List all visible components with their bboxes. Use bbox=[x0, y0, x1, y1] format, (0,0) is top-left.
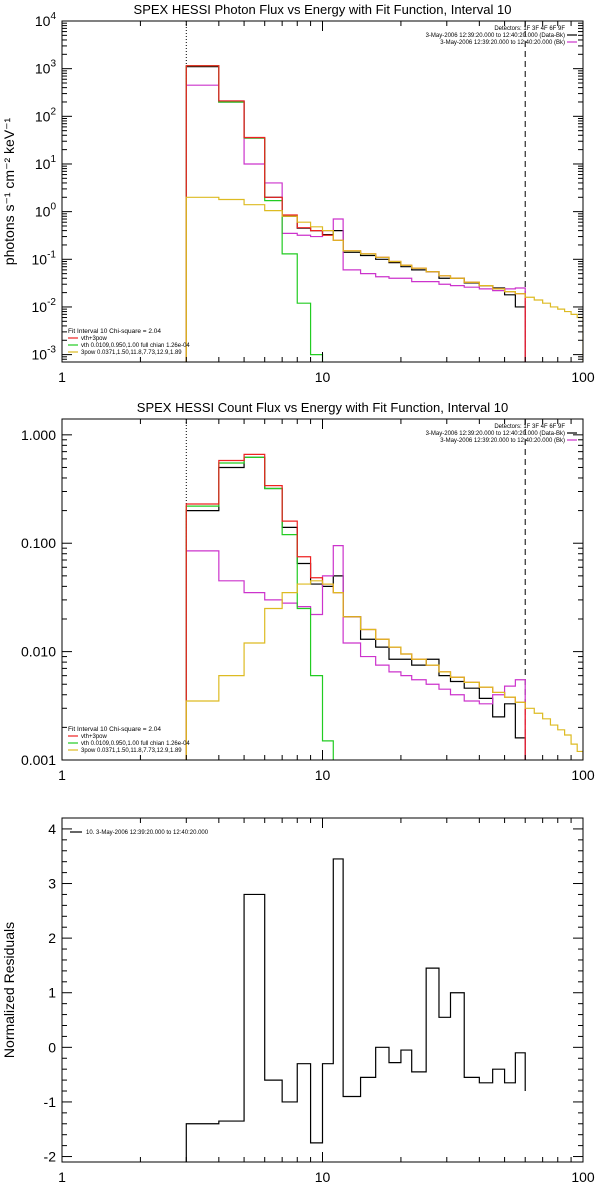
plot-area bbox=[185, 858, 526, 1162]
y-tick-label: 0.010 bbox=[21, 644, 56, 660]
x-tick-label: 100 bbox=[571, 369, 595, 385]
legend-top-right: Detectors: 1F 3F 4F 6F 9F3-May-2006 12:3… bbox=[426, 26, 577, 46]
chart-title: SPEX HESSI Photon Flux vs Energy with Fi… bbox=[134, 2, 512, 17]
y-tick-label: 103 bbox=[35, 59, 57, 77]
legend-entry: 3pow 0.0371,1.50,11.8,7.73,12.9,1.89 bbox=[81, 350, 182, 356]
series-line-2 bbox=[185, 545, 526, 760]
legend-bottom-left: Fit Interval 10 Chi-square = 2.04vth+3po… bbox=[68, 328, 190, 356]
y-axis-label: Normalized Residuals bbox=[1, 922, 17, 1058]
x-tick-label: 1 bbox=[58, 767, 66, 783]
y-tick-label: -1 bbox=[44, 1094, 57, 1110]
x-tick-label: 1 bbox=[58, 369, 66, 385]
y-tick-label: 10-3 bbox=[32, 345, 57, 363]
y-tick-label: 0.001 bbox=[21, 752, 56, 768]
legend-entry: vth 0.0109,0.950,1.00 full chian 1.26e-0… bbox=[81, 741, 190, 747]
y-tick-label: 104 bbox=[35, 11, 57, 29]
legend-top-left: 10. 3-May-2006 12:39:20.000 to 12:40:20.… bbox=[70, 830, 209, 836]
legend-entry: 3pow 0.0371,1.50,11.8,7.73,12.9,1.89 bbox=[81, 748, 182, 754]
x-tick-label: 1 bbox=[58, 1169, 66, 1185]
y-tick-label: 10-1 bbox=[32, 249, 57, 267]
series-line-5 bbox=[185, 580, 583, 760]
legend-bottom-left: Fit Interval 10 Chi-square = 2.04vth+3po… bbox=[68, 726, 190, 754]
legend-top-right: Detectors: 1F 3F 4F 6F 9F3-May-2006 12:3… bbox=[426, 424, 577, 444]
legend-title: Fit Interval 10 Chi-square = 2.04 bbox=[68, 328, 161, 335]
legend-entry: vth+3pow bbox=[81, 734, 108, 740]
y-tick-label: -2 bbox=[44, 1149, 57, 1165]
legend-entry: vth 0.0109,0.950,1.00 full chian 1.26e-0… bbox=[81, 343, 190, 349]
y-tick-label: 0 bbox=[48, 1039, 56, 1055]
series-line-2 bbox=[185, 84, 526, 362]
series-line-1 bbox=[185, 66, 526, 362]
series-line-3 bbox=[185, 65, 324, 362]
series-line-5 bbox=[185, 196, 583, 362]
y-tick-label: 4 bbox=[48, 821, 56, 837]
y-tick-label: 100 bbox=[35, 202, 57, 220]
legend-text: 3-May-2006 12:39:20.000 to 12:40:20.000 … bbox=[440, 40, 565, 46]
legend-text: Detectors: 1F 3F 4F 6F 9F bbox=[494, 424, 565, 430]
chart-panel-1: 1 10 100 10-3 10-2 10-1 100 101 102 103 104 SPEX HE… bbox=[1, 2, 595, 385]
legend-entry: vth+3pow bbox=[81, 336, 108, 342]
plot-area bbox=[185, 419, 583, 760]
legend-title: Fit Interval 10 Chi-square = 2.04 bbox=[68, 726, 161, 733]
legend-text: 3-May-2006 12:39:20.000 to 12:40:20.000 … bbox=[426, 33, 565, 39]
legend-text: Detectors: 1F 3F 4F 6F 9F bbox=[494, 26, 565, 32]
y-tick-label: 0.100 bbox=[21, 535, 56, 551]
chart-panel-2: 1 10 100 0.001 0.010 0.100 1.000 SPEX HESSI Cou… bbox=[21, 400, 595, 783]
series-line-1 bbox=[185, 858, 526, 1162]
y-axis-label: photons s⁻¹ cm⁻² keV⁻¹ bbox=[1, 117, 17, 265]
series-line-4 bbox=[185, 65, 526, 362]
chart-title: SPEX HESSI Count Flux vs Energy with Fit… bbox=[137, 400, 508, 415]
y-tick-label: 1 bbox=[48, 985, 56, 1001]
y-tick-label: 101 bbox=[35, 154, 57, 172]
legend-text: 3-May-2006 12:39:20.000 to 12:40:20.000 … bbox=[426, 431, 565, 437]
y-tick-label: 102 bbox=[35, 106, 57, 124]
y-tick-label: 3 bbox=[48, 876, 56, 892]
y-tick-label: 2 bbox=[48, 930, 56, 946]
x-tick-label: 10 bbox=[315, 369, 331, 385]
series-line-1 bbox=[185, 456, 526, 760]
plot-frame bbox=[61, 20, 584, 363]
x-tick-label: 100 bbox=[571, 767, 595, 783]
legend-entry: 10. 3-May-2006 12:39:20.000 to 12:40:20.… bbox=[86, 830, 209, 836]
x-tick-label: 10 bbox=[315, 767, 331, 783]
series-line-4 bbox=[185, 453, 526, 760]
chart-panel-3: 1 10 100 -2 -1 0 1 2 3 4 Normalized Residuals 10. 3… bbox=[1, 817, 595, 1185]
y-tick-label: 10-2 bbox=[32, 297, 57, 315]
plot-area bbox=[185, 21, 583, 362]
x-tick-label: 10 bbox=[315, 1169, 331, 1185]
x-tick-label: 100 bbox=[571, 1169, 595, 1185]
legend-text: 3-May-2006 12:39:20.000 to 12:40:20.000 … bbox=[440, 438, 565, 444]
y-tick-label: 1.000 bbox=[21, 427, 56, 443]
